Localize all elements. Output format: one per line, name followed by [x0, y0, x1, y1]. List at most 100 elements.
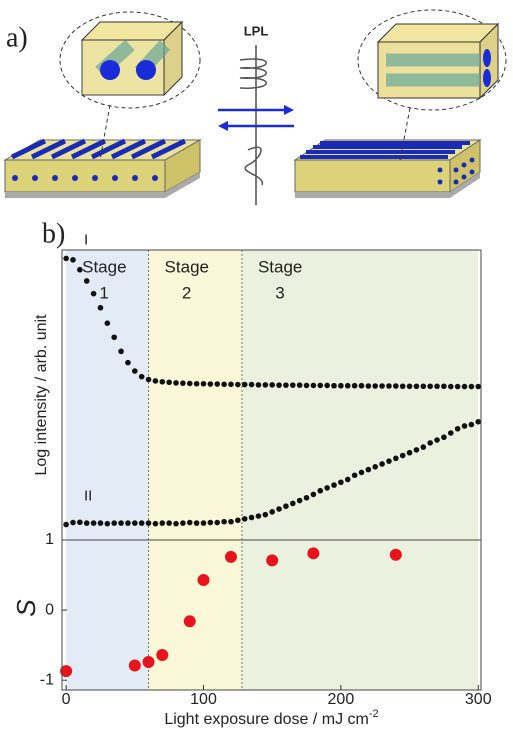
curve-point	[214, 520, 220, 526]
curve-point	[475, 419, 481, 425]
curve-point	[153, 378, 159, 384]
curve-label: II	[84, 487, 92, 504]
curve-point	[269, 509, 275, 515]
curve-point	[359, 470, 365, 476]
curve-point	[235, 382, 241, 388]
y-tick-label: 1	[45, 531, 54, 548]
arrow-head	[284, 105, 294, 115]
curve-point	[338, 383, 344, 389]
curve-point	[324, 485, 330, 491]
data-point	[129, 659, 141, 671]
curve-point	[421, 383, 427, 389]
curve-point	[414, 447, 420, 453]
x-tick-label: 0	[62, 691, 71, 708]
curve-point	[77, 267, 83, 273]
curve-point	[414, 383, 420, 389]
curve-point	[263, 512, 269, 518]
curve-point	[393, 456, 399, 462]
stage-label: Stage	[165, 257, 209, 276]
y-axis-label: Log intensity / arb. unit	[33, 314, 50, 476]
curve-point	[173, 521, 179, 527]
curve-point	[242, 382, 248, 388]
curve-point	[407, 450, 413, 456]
x-axis-label: Light exposure dose / mJ cm-2	[164, 708, 378, 728]
curve-point	[290, 501, 296, 507]
curve-point	[421, 444, 427, 450]
curve-point	[297, 498, 303, 504]
data-point	[266, 554, 278, 566]
curve-point	[153, 521, 159, 527]
curve-point	[77, 519, 83, 525]
curve-point	[393, 383, 399, 389]
curve-point	[201, 520, 207, 526]
curve-point	[304, 383, 310, 389]
curve-point	[441, 434, 447, 440]
curve-point	[125, 360, 131, 366]
curve-point	[194, 520, 200, 526]
curve-point	[372, 383, 378, 389]
slab-front	[5, 160, 165, 192]
curve-point	[208, 520, 214, 526]
curve-point	[434, 437, 440, 443]
curve-point	[283, 503, 289, 509]
curve-point	[139, 520, 145, 526]
curve-point	[221, 519, 227, 525]
curve-point	[269, 382, 275, 388]
curve-point	[125, 520, 131, 526]
curve-point	[249, 515, 255, 521]
curve-point	[194, 381, 200, 387]
curve-point	[228, 519, 234, 525]
curve-point	[386, 458, 392, 464]
slab-front	[295, 160, 450, 192]
curve-point	[105, 521, 111, 527]
curve-point	[201, 381, 207, 387]
curve-point	[455, 384, 461, 390]
data-point	[225, 551, 237, 563]
curve-point	[324, 383, 330, 389]
curve-point	[366, 383, 372, 389]
curve-point	[448, 384, 454, 390]
curve-point	[159, 520, 165, 526]
curve-point	[63, 256, 69, 262]
curve-point	[159, 379, 165, 385]
curve-point	[475, 384, 481, 390]
curve-point	[70, 257, 76, 263]
curve-point	[427, 383, 433, 389]
curve-point	[462, 384, 468, 390]
curve-point	[208, 381, 214, 387]
curve-point	[132, 520, 138, 526]
curve-point	[379, 383, 385, 389]
rod-end	[483, 69, 491, 87]
curve-point	[448, 430, 454, 436]
curve-point	[304, 495, 310, 501]
stage-number: 3	[275, 283, 284, 302]
curve-point	[359, 383, 365, 389]
curve-point	[146, 377, 152, 383]
curve-point	[441, 383, 447, 389]
curve-point	[256, 513, 262, 519]
curve-point	[352, 383, 358, 389]
stage-label: Stage	[82, 257, 126, 276]
x-tick-label: 200	[328, 691, 355, 708]
y-axis-label: S	[11, 599, 41, 617]
curve-point	[469, 422, 475, 428]
curve-point	[70, 520, 76, 526]
curve-point	[317, 488, 323, 494]
curve-point	[290, 382, 296, 388]
x-tick-label: 300	[465, 691, 492, 708]
curve-label: I	[84, 231, 88, 248]
curve-point	[345, 383, 351, 389]
curve-point	[338, 479, 344, 485]
curve-point	[379, 461, 385, 467]
curve-point	[166, 380, 172, 386]
curve-point	[235, 517, 241, 523]
curve-point	[221, 382, 227, 388]
curve-point	[283, 382, 289, 388]
curve-point	[98, 305, 104, 311]
curve-point	[462, 423, 468, 429]
curve-point	[400, 453, 406, 459]
rod-end	[483, 49, 491, 67]
panel-a-diagram: a) LPL	[5, 10, 506, 205]
box-top	[378, 24, 498, 42]
polarization	[240, 59, 266, 88]
